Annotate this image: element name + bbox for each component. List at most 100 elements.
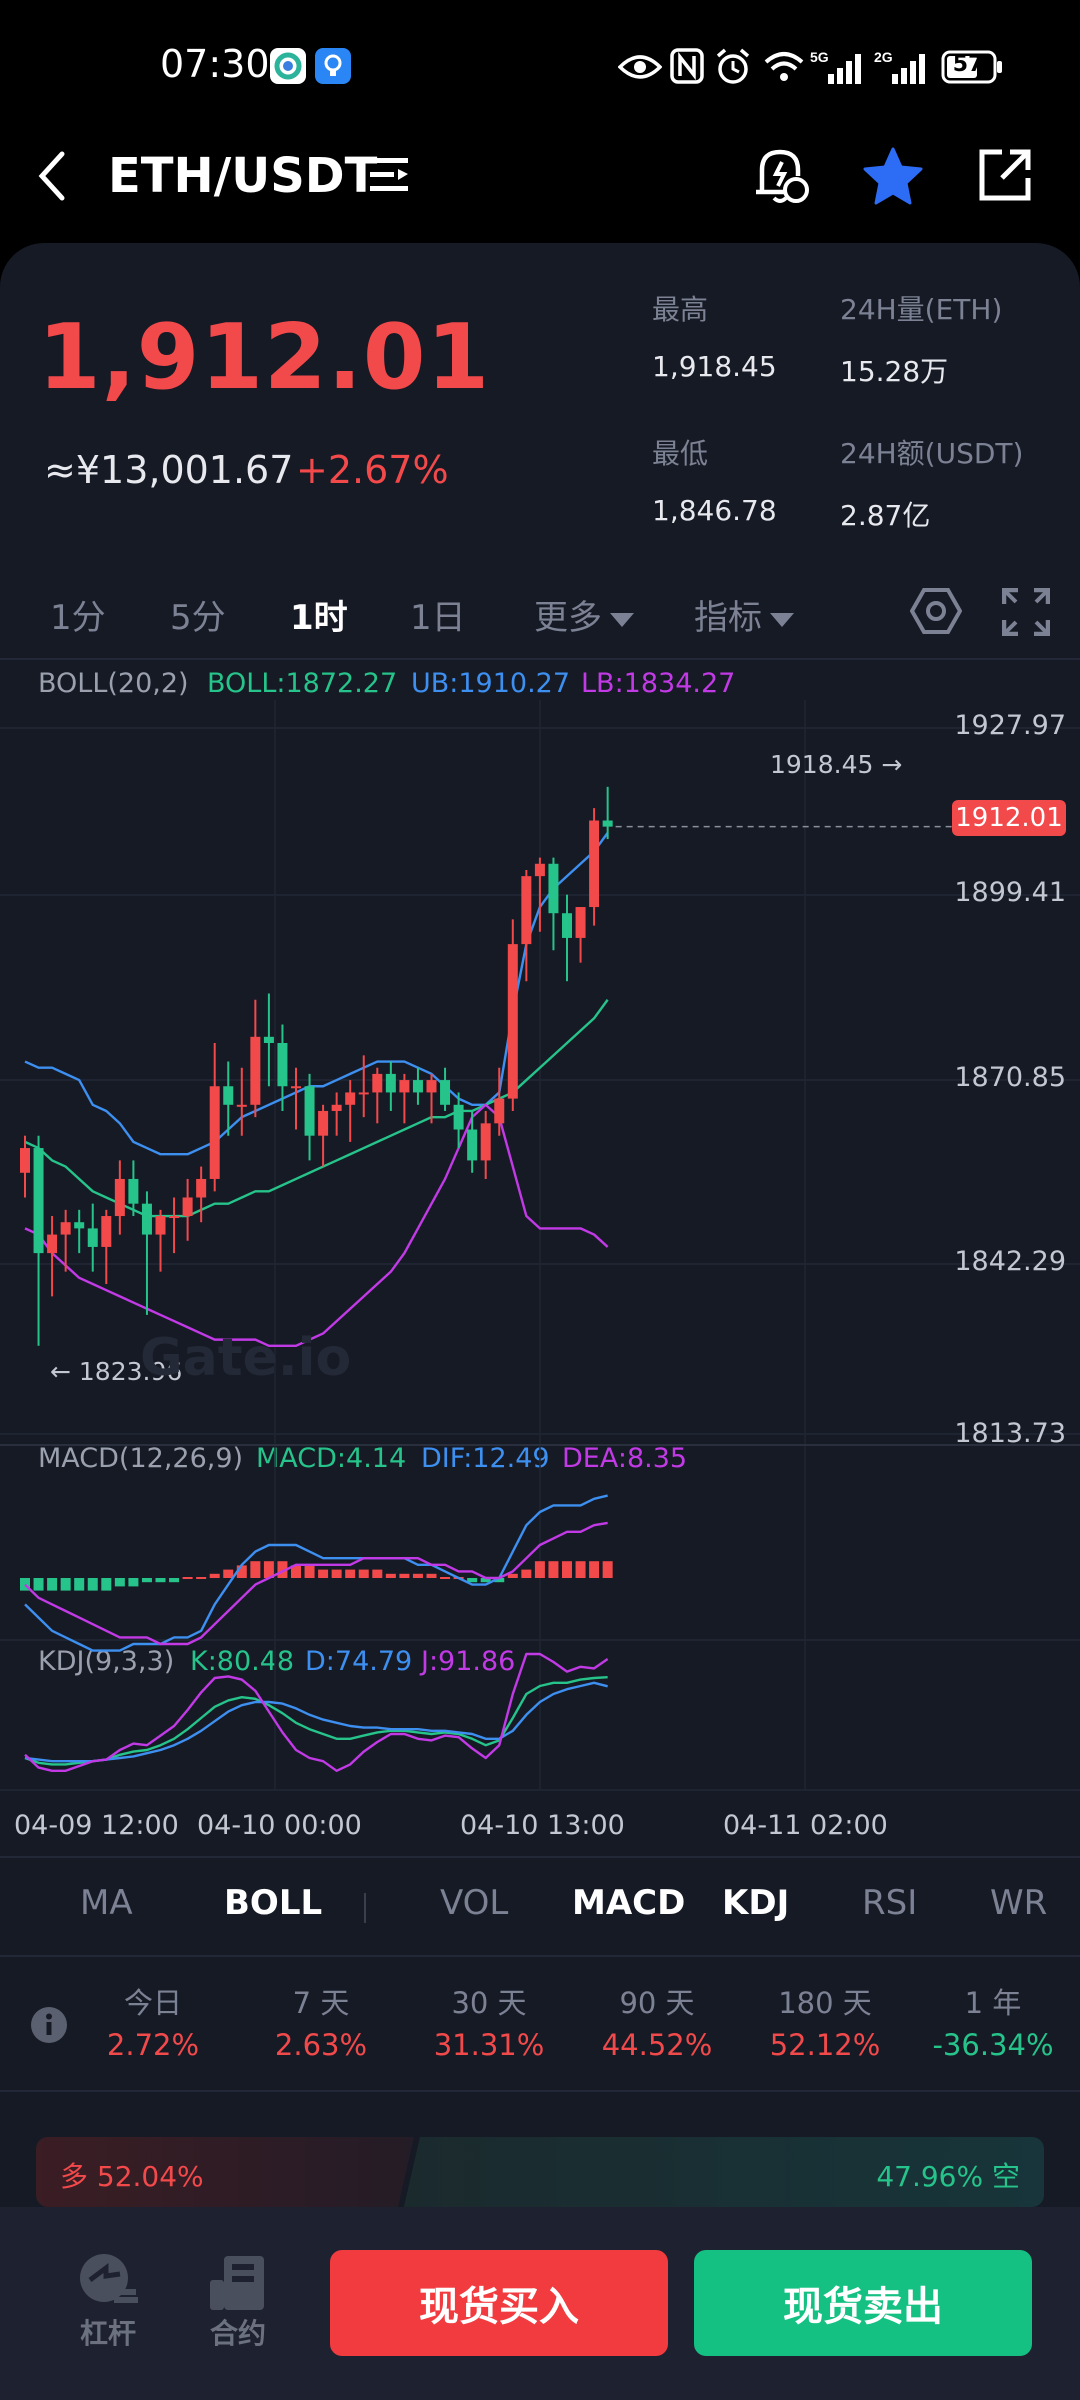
status-time: 07:30 — [160, 42, 270, 86]
y-tick-label: 1870.85 — [954, 1062, 1066, 1093]
tab-more[interactable]: 更多 — [534, 590, 634, 639]
macd-bar — [114, 1578, 125, 1587]
candle-body — [589, 820, 600, 908]
boll-mid-line — [24, 999, 609, 1218]
candle-body — [331, 1104, 342, 1111]
boll-mid-value: BOLL:1872.27 — [207, 668, 398, 699]
tab-indicators-label: 指标 — [694, 598, 762, 638]
candle-body — [141, 1203, 152, 1235]
dea-value: DEA:8.35 — [562, 1443, 688, 1474]
battery-level: 57 — [952, 52, 984, 77]
watermark: Gate.io — [140, 1328, 352, 1388]
pair-menu-icon[interactable] — [368, 154, 412, 202]
favorite-star-icon[interactable] — [862, 146, 924, 210]
indicator-tab-boll[interactable]: BOLL — [224, 1883, 323, 1923]
contract-label[interactable]: 合约 — [210, 2317, 267, 2350]
signal-2g-icon: 2G — [874, 48, 930, 88]
ratio-bar-graphic — [36, 2137, 1044, 2207]
leverage-label[interactable]: 杠杆 — [80, 2317, 137, 2350]
candle-body — [47, 1234, 58, 1254]
period-label: 7 天 — [292, 1986, 350, 2020]
candle-body — [467, 1129, 478, 1161]
settings-hexagon-icon[interactable] — [909, 586, 963, 640]
contract-icon[interactable] — [208, 2254, 268, 2316]
amount-value: 2.87亿 — [840, 499, 931, 532]
long-ratio-fill — [36, 2137, 414, 2207]
x-tick-label: 04-10 00:00 — [197, 1810, 362, 1841]
low-label: 最低 — [652, 437, 709, 470]
candle-body — [358, 1092, 369, 1095]
macd-bar — [182, 1577, 193, 1579]
macd-bar — [263, 1561, 274, 1578]
candle-body — [507, 944, 518, 1099]
indicator-tab-wr[interactable]: WR — [990, 1883, 1048, 1923]
info-icon[interactable] — [30, 2006, 68, 2048]
candle-body — [453, 1104, 464, 1130]
indicator-tab-vol[interactable]: VOL — [440, 1883, 509, 1923]
tips-notification-icon — [315, 48, 351, 88]
tab-1day[interactable]: 1日 — [410, 598, 466, 638]
price-alert-icon[interactable] — [752, 146, 812, 210]
macd-bar — [412, 1573, 423, 1578]
macd-value: MACD:4.14 — [256, 1443, 407, 1474]
indicator-tab-rsi[interactable]: RSI — [862, 1883, 918, 1923]
macd-bar — [277, 1561, 288, 1578]
period-change-value: -36.34% — [932, 2028, 1054, 2062]
macd-bar — [236, 1565, 247, 1578]
back-icon[interactable] — [34, 150, 70, 206]
macd-bar — [223, 1569, 234, 1578]
kdj-k-line — [24, 1676, 608, 1766]
eye-icon — [617, 52, 663, 86]
macd-bar — [101, 1578, 112, 1591]
boll-upper-line — [24, 832, 609, 1156]
candle-body — [182, 1197, 193, 1217]
tab-5min[interactable]: 5分 — [170, 598, 226, 638]
svg-text:5G: 5G — [810, 49, 829, 65]
indicator-tab-ma[interactable]: MA — [80, 1883, 133, 1923]
macd-bar — [494, 1578, 505, 1583]
y-tick-label: 1842.29 — [954, 1246, 1066, 1277]
high-label: 最高 — [652, 293, 709, 326]
macd-bar — [372, 1569, 383, 1578]
macd-bar — [440, 1577, 451, 1579]
candle-body — [169, 1216, 180, 1219]
candle-body — [236, 1104, 247, 1107]
tab-indicators[interactable]: 指标 — [694, 590, 794, 639]
macd-bar — [33, 1578, 44, 1591]
volume-value: 15.28万 — [840, 355, 949, 388]
status-bar — [0, 0, 1080, 135]
candle-body — [33, 1148, 44, 1254]
leverage-icon[interactable] — [76, 2254, 140, 2314]
macd-bar — [291, 1565, 301, 1578]
low-value: 1,846.78 — [652, 494, 777, 527]
dif-value: DIF:12.49 — [421, 1443, 550, 1474]
candle-body — [114, 1178, 125, 1217]
tab-1hour[interactable]: 1时 — [290, 598, 348, 638]
period-change-value: 2.72% — [106, 2028, 200, 2062]
candle-body — [128, 1178, 139, 1204]
macd-bar — [250, 1561, 261, 1578]
indicator-tab-kdj[interactable]: KDJ — [722, 1883, 790, 1923]
candle-body — [277, 1042, 288, 1087]
period-change-value: 52.12% — [769, 2028, 881, 2062]
share-icon[interactable] — [976, 146, 1034, 208]
kdj-d-value: D:74.79 — [305, 1646, 413, 1677]
kline-chart[interactable] — [0, 0, 1080, 1860]
indicator-tab-macd[interactable]: MACD — [572, 1883, 686, 1923]
candle-body — [372, 1073, 383, 1093]
macd-bar — [467, 1578, 478, 1583]
spot-buy-button[interactable]: 现货买入 — [330, 2250, 668, 2356]
battery-icon — [941, 50, 1003, 88]
macd-dif-line — [24, 1494, 608, 1652]
volume-label: 24H量(ETH) — [840, 293, 1003, 326]
tab-1min[interactable]: 1分 — [50, 598, 106, 638]
candle-body — [250, 1036, 261, 1105]
macd-bar — [74, 1578, 85, 1591]
macd-bar — [426, 1573, 437, 1578]
spot-sell-button[interactable]: 现货卖出 — [694, 2250, 1032, 2356]
candle-body — [575, 907, 586, 938]
fullscreen-icon[interactable] — [1001, 587, 1051, 640]
tabs-divider — [0, 658, 1080, 660]
pair-title[interactable]: ETH/USDT — [108, 148, 378, 204]
candle-body — [521, 876, 532, 945]
